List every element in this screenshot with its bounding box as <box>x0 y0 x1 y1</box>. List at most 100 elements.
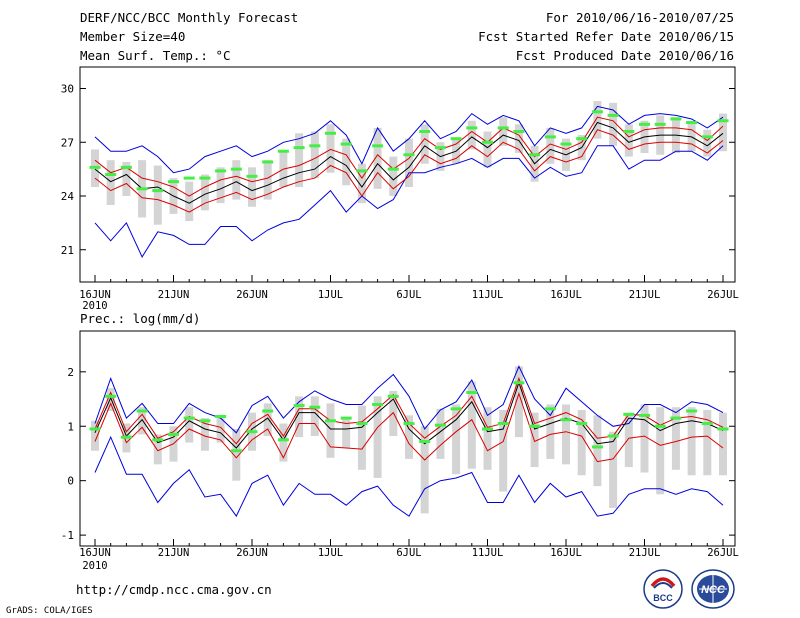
panel2-box <box>609 431 618 508</box>
panel2-line-max <box>94 365 724 434</box>
panel2-box <box>91 420 99 451</box>
panel1-xtick-label: 16JUL <box>550 289 582 301</box>
panel2-box <box>671 407 680 470</box>
panel2-box <box>499 409 508 492</box>
panel2-box <box>373 396 382 478</box>
panel2-box <box>357 405 366 470</box>
panel1-box <box>687 120 696 152</box>
panel2-xtick-label: 21JUL <box>629 547 661 559</box>
panel2-box <box>624 415 633 468</box>
panel2-xtick-label: 1JUL <box>318 547 343 559</box>
panel2-box <box>452 404 461 475</box>
panel1-box <box>122 161 131 196</box>
panel1-xtick-label: 16JUN <box>79 289 111 301</box>
panel1-line-meanminus-std <box>94 129 724 213</box>
bcc-logo: BCC <box>643 569 683 609</box>
panel2-box <box>263 403 272 437</box>
panel2-box <box>405 415 413 459</box>
panel2-box <box>216 418 225 443</box>
panel1-xtick-label: 21JUN <box>158 289 190 301</box>
panel1-box <box>106 160 115 205</box>
panel1-box <box>373 127 382 189</box>
panel2-xtick-label: 21JUN <box>158 547 190 559</box>
panel2-line-mean <box>94 381 724 449</box>
panel2-box <box>106 388 115 412</box>
panel1-line-meanplusstd <box>94 116 724 197</box>
ncc-logo-text: NCC <box>701 584 726 596</box>
panel1-box <box>216 167 225 204</box>
panel1-box <box>546 127 555 164</box>
panel2-year-label: 2010 <box>82 560 107 572</box>
panel1-box <box>514 124 523 153</box>
panel2-xtick-label: 11JUL <box>472 547 504 559</box>
panel1-box <box>232 160 241 200</box>
panel1-box <box>248 167 256 207</box>
header-start-date: Fcst Started Refer Date 2010/06/15 <box>478 29 734 44</box>
panel2-box <box>577 409 586 476</box>
panel1-box <box>389 156 398 196</box>
panel2-box <box>546 404 555 459</box>
panel2-box <box>483 407 492 470</box>
panel1-box <box>200 174 209 211</box>
panel2-box <box>719 412 727 476</box>
panel1-ytick-label: 24 <box>61 190 75 203</box>
panel2-box <box>640 404 649 473</box>
panel2-box <box>656 407 665 495</box>
panel1-box <box>703 129 712 157</box>
panel2-ytick-label: 0 <box>67 475 74 488</box>
panel1-box <box>153 165 162 225</box>
panel1-box <box>342 138 351 186</box>
panel2-box <box>200 418 209 451</box>
panel1-box <box>719 113 727 152</box>
ncc-logo: NCC <box>691 569 735 609</box>
panel2-box <box>310 396 319 437</box>
panel2-line-min <box>94 435 724 518</box>
panel2-box <box>514 366 523 438</box>
panel1-box <box>499 117 508 146</box>
panel2-box <box>703 409 712 476</box>
panel1-ytick-label: 21 <box>61 244 74 257</box>
panel1-year-label: 2010 <box>82 300 107 312</box>
panel1-xtick-label: 11JUL <box>472 289 504 301</box>
panel2-box <box>138 407 147 435</box>
grads-credit: GrADS: COLA/IGES <box>6 606 93 616</box>
panel2-box <box>326 403 335 458</box>
panel1-box <box>310 131 319 179</box>
panel2-box <box>279 423 288 462</box>
panel1-box <box>420 124 429 164</box>
panel2-box <box>436 408 445 459</box>
header-forecast-period: For 2010/06/16-2010/07/25 <box>545 10 734 25</box>
panel1-frame <box>79 66 736 283</box>
panel1-box <box>467 120 476 150</box>
panel2-box <box>530 412 539 468</box>
panel2-box <box>562 404 570 465</box>
panel1-box <box>609 102 618 146</box>
panel2-xtick-label: 6JUL <box>396 547 421 559</box>
panel1-xtick-label: 26JUN <box>236 289 268 301</box>
panel2-box <box>420 426 429 514</box>
panel2-xtick-label: 26JUL <box>707 547 739 559</box>
panel1-ytick-label: 27 <box>61 136 74 149</box>
panel2-ytick-label: 1 <box>67 420 74 433</box>
panel2-ytick-label: -1 <box>61 529 74 542</box>
panel1-box <box>326 124 335 173</box>
panel2-xtick-label: 16JUN <box>79 547 111 559</box>
panel1-line-mean <box>94 121 724 204</box>
bcc-logo-text: BCC <box>653 593 673 603</box>
panel1-xtick-label: 26JUL <box>707 289 739 301</box>
panel2-ytick-label: 2 <box>67 366 74 379</box>
panel1-box <box>185 181 194 222</box>
panel1-box <box>405 138 413 188</box>
panel2-box <box>232 428 241 481</box>
panel2-box <box>593 415 602 487</box>
panel2-line-meanminus-std <box>94 391 724 463</box>
panel1-box <box>593 101 602 139</box>
panel1-box <box>263 160 272 200</box>
panel1-box <box>295 133 304 188</box>
panel2-box <box>153 434 162 465</box>
panel2-xtick-label: 16JUL <box>550 547 582 559</box>
panel1-box <box>624 124 633 157</box>
panel1-xtick-label: 6JUL <box>396 289 421 301</box>
panel2-box <box>687 407 696 476</box>
